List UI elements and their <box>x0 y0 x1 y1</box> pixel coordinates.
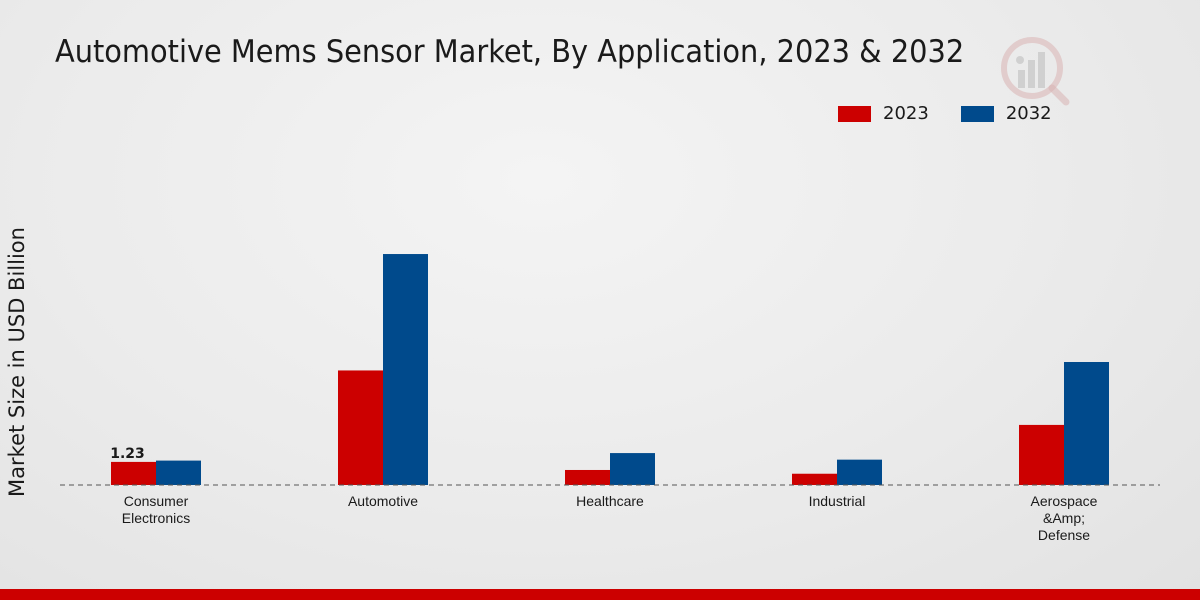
legend-swatch-2032 <box>960 105 994 122</box>
x-tick-label-industrial: Industrial <box>809 493 866 509</box>
legend-swatch-2023 <box>838 105 871 122</box>
data-label-consumer-electronics-2023: 1.23 <box>110 446 145 462</box>
legend-label-2032: 2032 <box>1005 103 1052 124</box>
brand-logo-icon <box>1001 37 1070 106</box>
x-tick-label-healthcare: Healthcare <box>576 493 644 509</box>
bottom-accent-bar <box>0 589 1200 600</box>
chart-title: Automotive Mems Sensor Market, By Applic… <box>55 34 965 70</box>
bar-consumer-electronics-2023 <box>111 461 156 485</box>
x-tick-label-automotive: Automotive <box>348 493 418 509</box>
x-tick-label-aerospace-amp-defense: Aerospace &Amp; Defense <box>1031 493 1098 543</box>
legend-label-2023: 2023 <box>883 103 929 124</box>
bar-healthcare-2023 <box>565 469 610 485</box>
bar-automotive-2032 <box>383 254 428 485</box>
bar-automotive-2023 <box>338 370 383 485</box>
legend-item-2032: 2032 <box>960 103 1052 124</box>
bar-healthcare-2032 <box>610 453 655 485</box>
bar-aerospace-amp-defense-2032 <box>1064 362 1109 485</box>
legend-item-2023: 2023 <box>838 103 929 124</box>
bar-aerospace-amp-defense-2023 <box>1019 424 1064 485</box>
bar-consumer-electronics-2032 <box>156 460 201 485</box>
bar-industrial-2023 <box>792 473 837 485</box>
bar-industrial-2032 <box>837 459 882 485</box>
x-tick-label-consumer-electronics: Consumer Electronics <box>122 493 190 526</box>
legend: 2023 2032 <box>838 103 1084 124</box>
